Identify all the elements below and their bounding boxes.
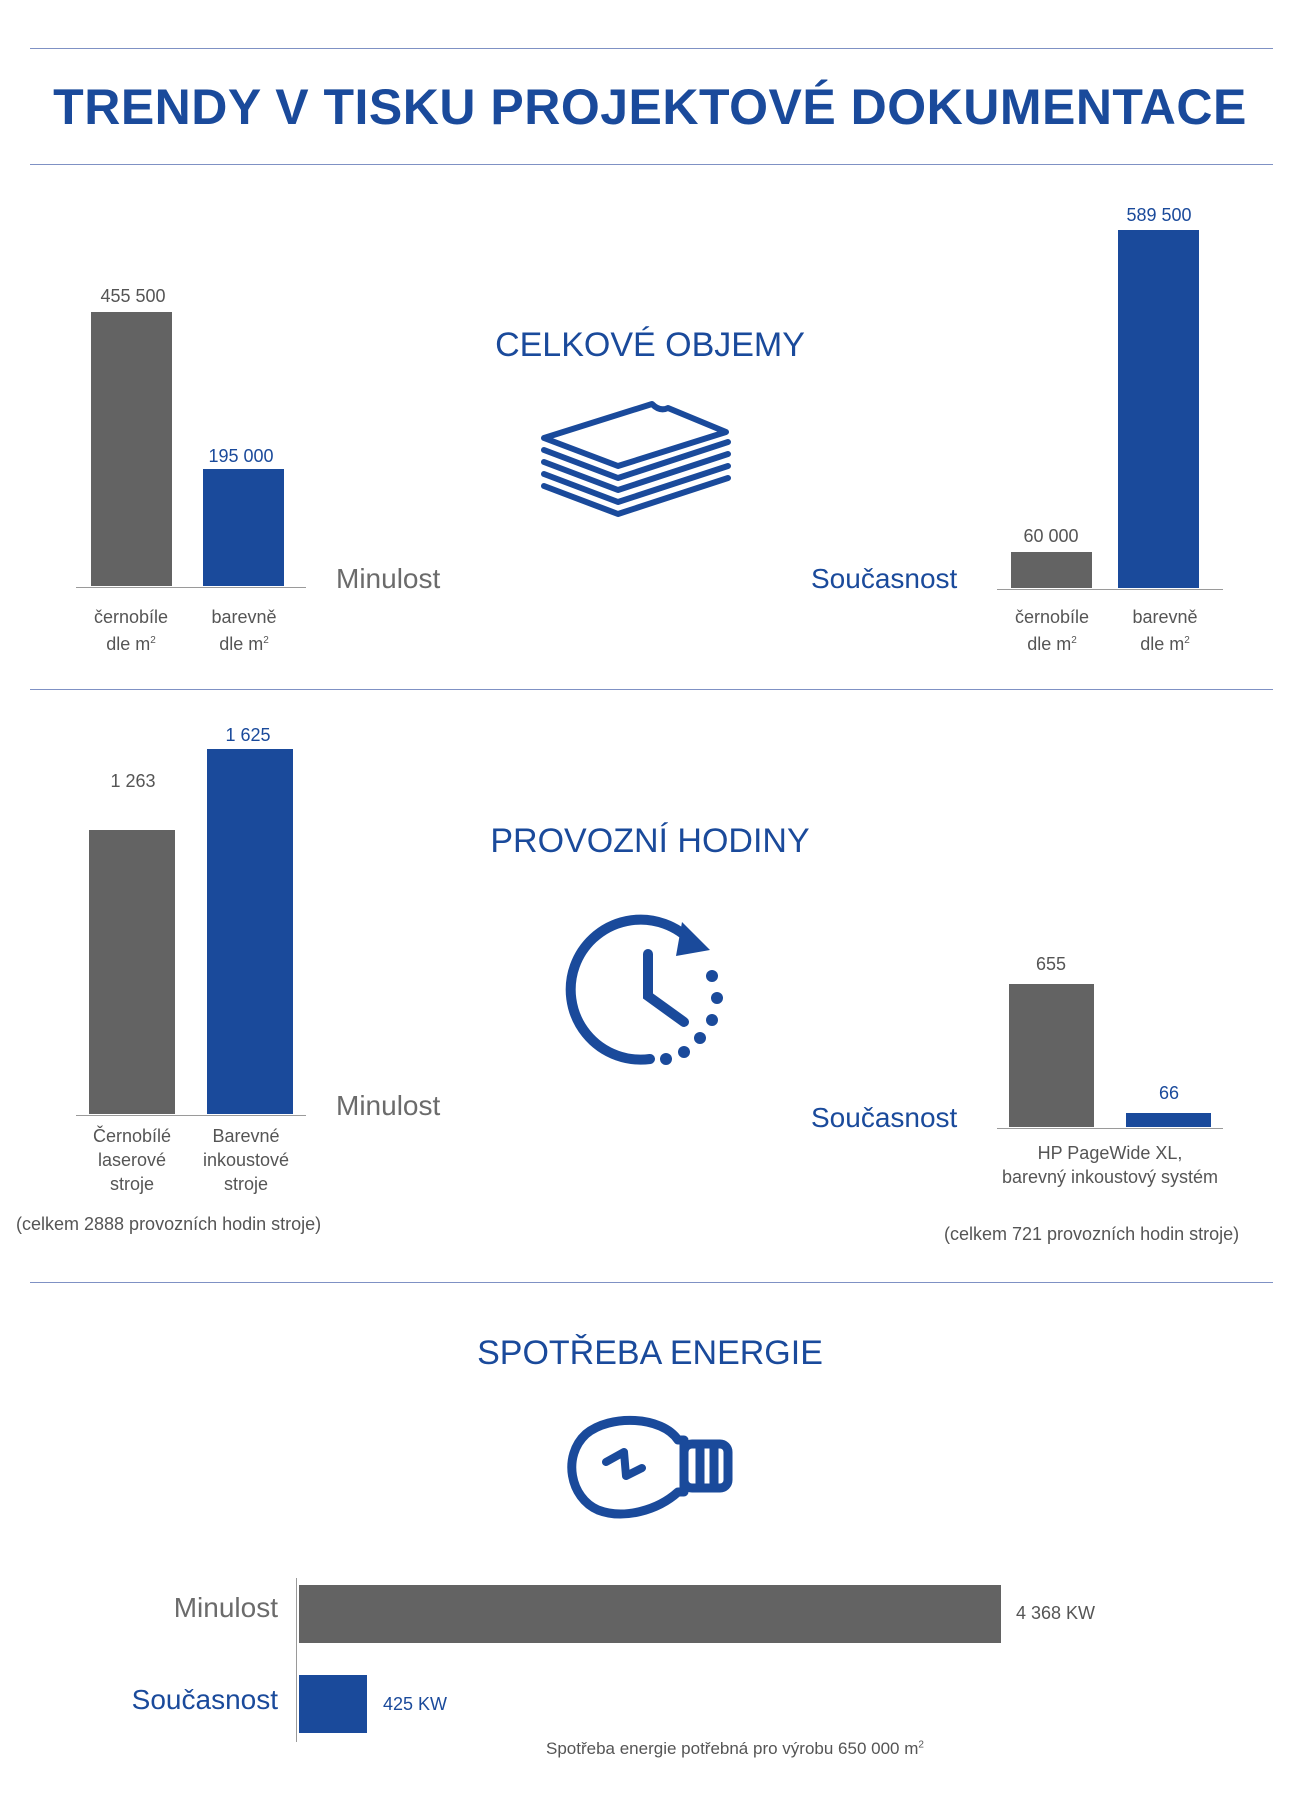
hours-past-label: Minulost	[336, 1090, 441, 1121]
volumes-title: CELKOVÉ OBJEMY	[495, 326, 805, 364]
energy-title: SPOTŘEBA ENERGIE	[477, 1334, 823, 1372]
hours-past-bw-value: 1 263	[110, 771, 156, 791]
volumes-present-label: Současnost	[811, 563, 958, 594]
hours-present-bw-bar	[1009, 984, 1094, 1127]
volumes-past-color-bar	[203, 469, 284, 586]
hours-past-cat-color: Barevné inkoustové stroje	[202, 1126, 290, 1194]
volumes-past-bw-value: 455 500	[100, 286, 166, 306]
volumes-present-color-bar	[1118, 230, 1199, 588]
hours-past-note: (celkem 2888 provozních hodin stroje)	[16, 1214, 322, 1234]
hours-past-color-bar	[207, 749, 293, 1114]
energy-present-value: 425 KW	[383, 1694, 448, 1714]
volumes-present-cat-color: barevně dle m2	[1132, 607, 1198, 654]
hours-present-color-bar	[1126, 1113, 1211, 1127]
volumes-present-axis	[997, 589, 1223, 590]
clock-icon	[565, 914, 723, 1065]
hours-present-label: Současnost	[811, 1102, 958, 1133]
energy-present-label: Současnost	[131, 1684, 278, 1715]
volumes-past-label: Minulost	[336, 563, 441, 594]
paper-stack-icon	[541, 401, 731, 517]
volumes-present-cat-bw: černobíle dle m2	[1014, 607, 1090, 654]
section2-rule	[30, 1282, 1273, 1283]
volumes-present-bw-value: 60 000	[1023, 526, 1079, 546]
volumes-present-color-value: 589 500	[1126, 205, 1192, 225]
energy-axis	[296, 1578, 297, 1742]
volumes-past-cat-bw: černobíle dle m2	[93, 607, 169, 654]
hours-past-bw-bar	[89, 830, 175, 1114]
top-rule	[30, 48, 1273, 49]
volumes-past-cat-color: barevně dle m2	[211, 607, 277, 654]
volumes-present-bw-bar	[1011, 552, 1092, 588]
hours-present-cat: HP PageWide XL, barevný inkoustový systém	[1001, 1143, 1219, 1187]
energy-present-bar	[299, 1675, 367, 1733]
hours-title: PROVOZNÍ HODINY	[490, 822, 810, 860]
hours-past-color-value: 1 625	[225, 725, 271, 745]
hours-present-axis	[997, 1128, 1223, 1129]
hours-past-cat-bw: Černobílé laserové stroje	[92, 1126, 172, 1194]
energy-note: Spotřeba energie potřebná pro výrobu 650…	[546, 1739, 924, 1758]
volumes-past-bw-bar	[91, 312, 172, 586]
hours-present-color-value: 66	[1158, 1083, 1180, 1103]
hours-present-note: (celkem 721 provozních hodin stroje)	[944, 1224, 1240, 1244]
energy-past-value: 4 368 KW	[1016, 1603, 1096, 1623]
hours-past-axis	[76, 1115, 306, 1116]
section1-rule	[30, 689, 1273, 690]
volumes-past-axis	[76, 587, 306, 588]
volumes-past-color-value: 195 000	[208, 446, 274, 466]
hours-present-bw-value: 655	[1035, 954, 1067, 974]
lightbulb-icon	[567, 1415, 733, 1519]
energy-past-label: Minulost	[173, 1592, 278, 1623]
title-bottom-rule	[30, 164, 1273, 165]
page-title: TRENDY V TISKU PROJEKTOVÉ DOKUMENTACE	[53, 79, 1247, 135]
energy-past-bar	[299, 1585, 1001, 1643]
